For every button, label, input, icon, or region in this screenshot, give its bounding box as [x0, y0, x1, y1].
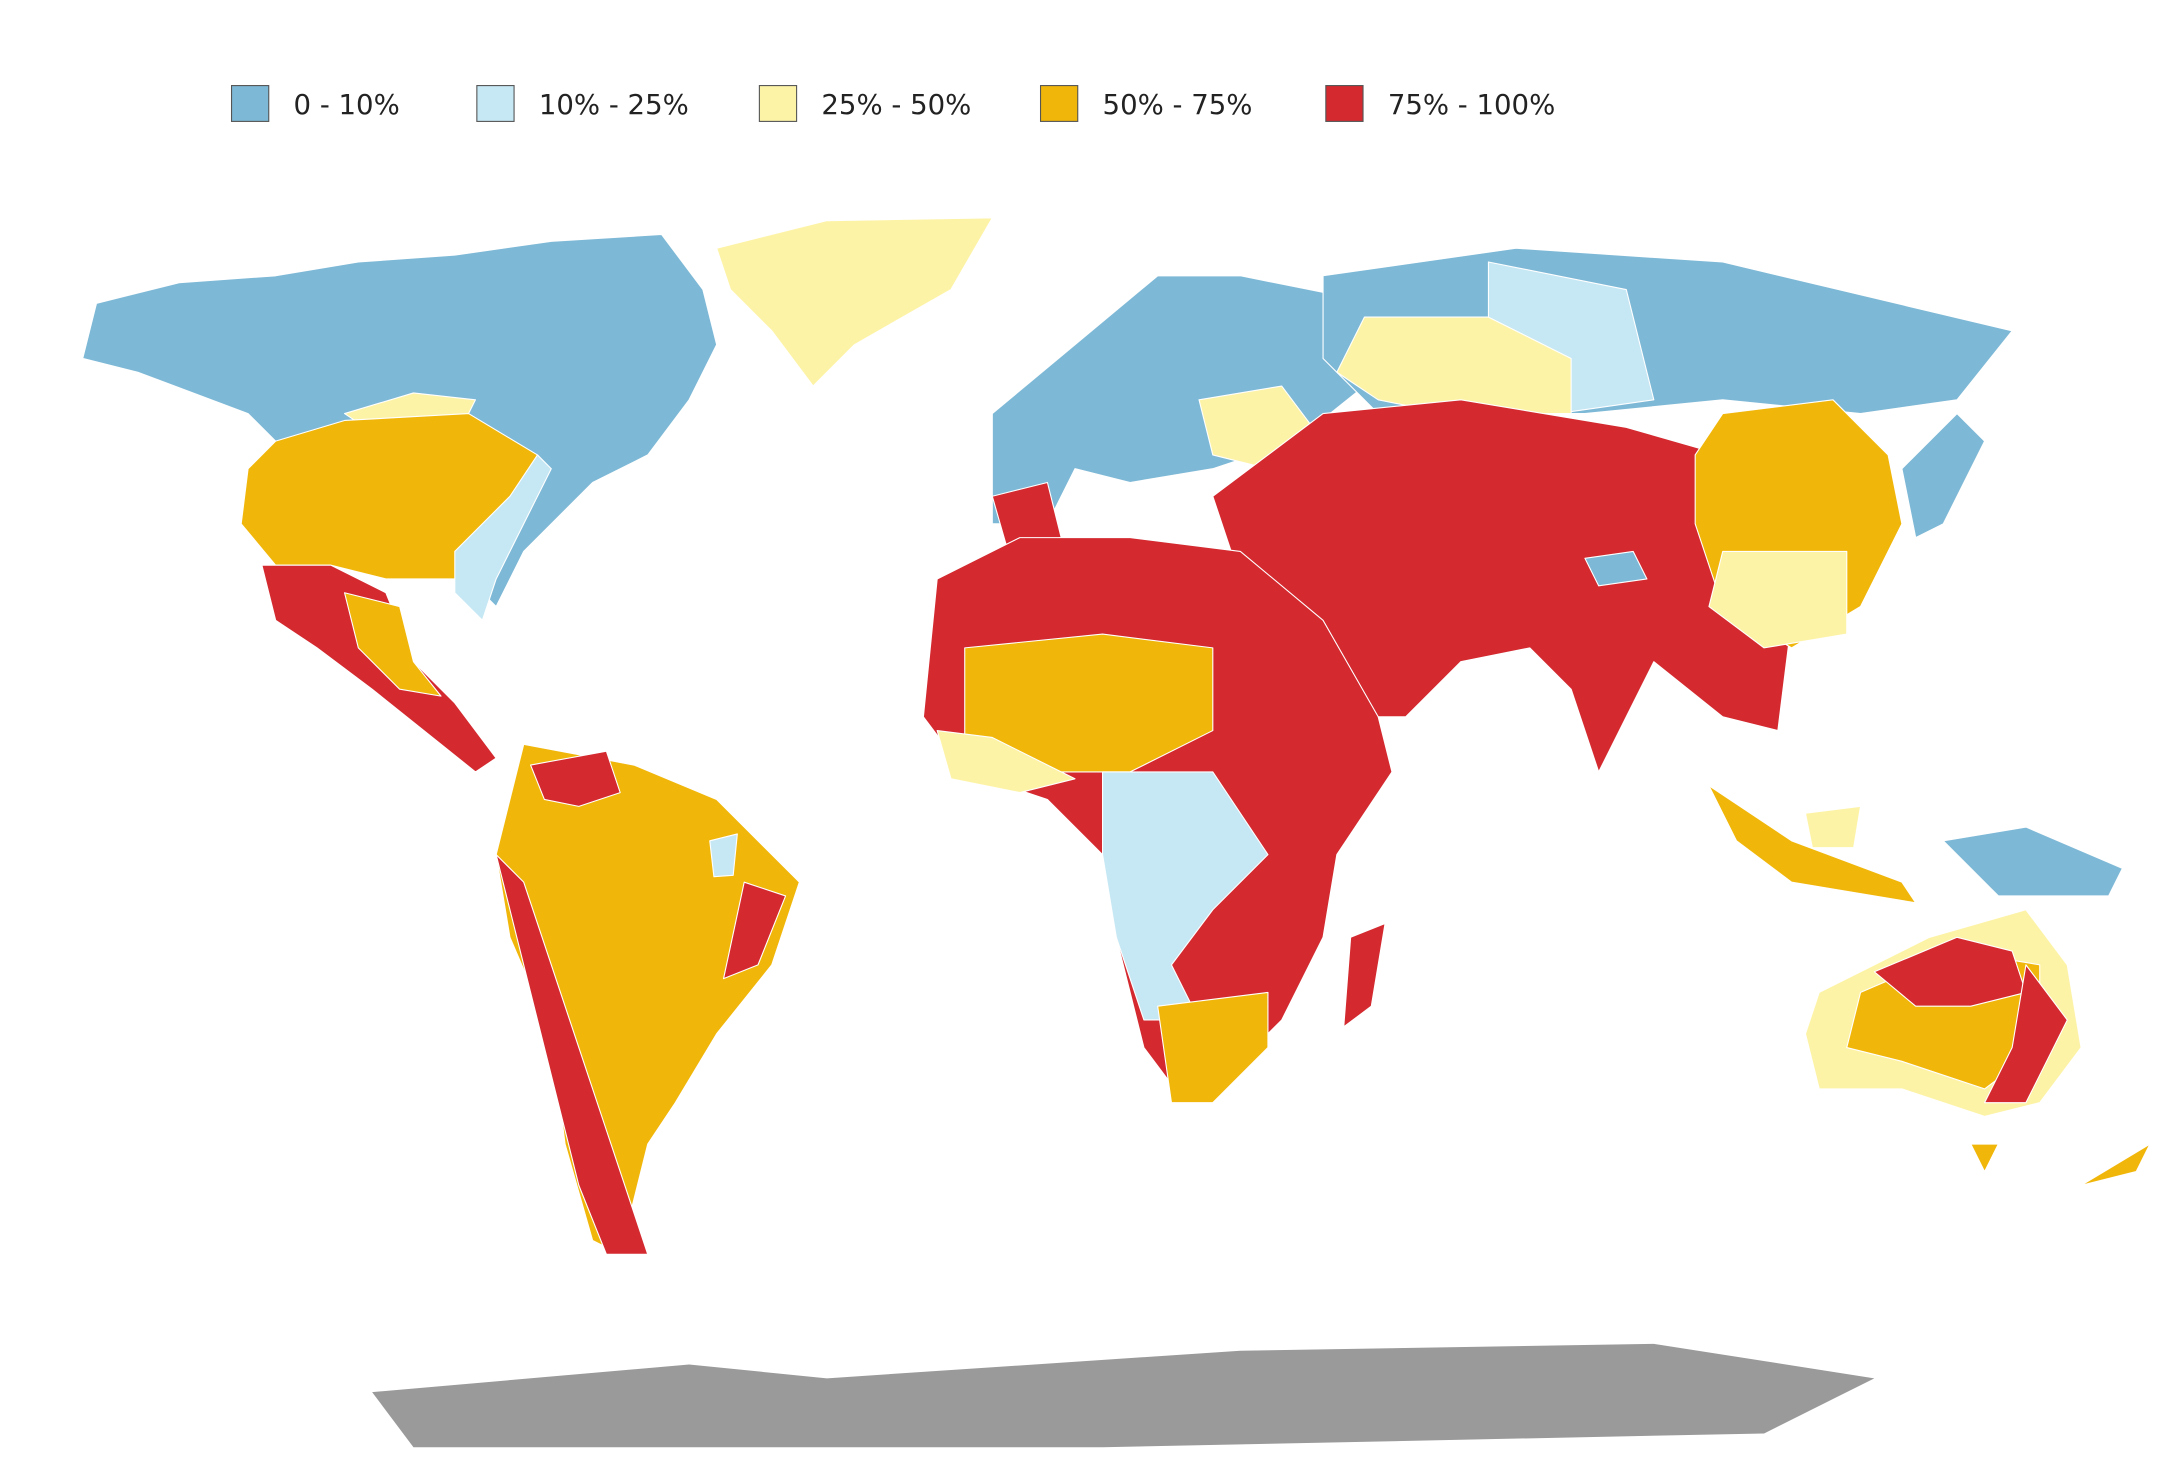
region	[2080, 1143, 2151, 1186]
legend-swatch	[1039, 85, 1079, 122]
legend-label: 75% - 100%	[1388, 89, 1555, 121]
legend-swatch	[1325, 85, 1364, 122]
region	[1708, 785, 1917, 904]
region	[716, 217, 993, 387]
region	[1157, 991, 1269, 1104]
region	[530, 750, 621, 807]
region	[936, 730, 1076, 794]
region	[1901, 413, 1986, 539]
region	[1708, 550, 1848, 649]
legend: 0 - 10% 10% - 25% 25% - 50% 50% - 75% 75% - …	[230, 85, 1555, 122]
region	[1343, 922, 1386, 1028]
legend-swatch	[230, 85, 270, 122]
legend-swatch	[758, 85, 798, 122]
region	[1101, 771, 1269, 1021]
antarctica	[372, 1343, 1875, 1448]
region	[495, 854, 649, 1255]
legend-label: 50% - 75%	[1103, 89, 1253, 121]
region	[1984, 964, 2068, 1104]
legend-swatch	[476, 85, 515, 122]
region	[1942, 826, 2123, 897]
legend-label: 0 - 10%	[294, 89, 400, 121]
region	[722, 881, 787, 980]
map-regions	[82, 217, 2151, 1255]
region	[343, 592, 442, 697]
region	[1584, 550, 1648, 587]
region	[454, 454, 552, 621]
legend-label: 10% - 25%	[539, 89, 689, 121]
region	[1970, 1143, 1999, 1173]
region	[240, 413, 539, 580]
region	[1804, 805, 1862, 849]
region	[709, 833, 738, 878]
legend-label: 25% - 50%	[821, 89, 971, 121]
